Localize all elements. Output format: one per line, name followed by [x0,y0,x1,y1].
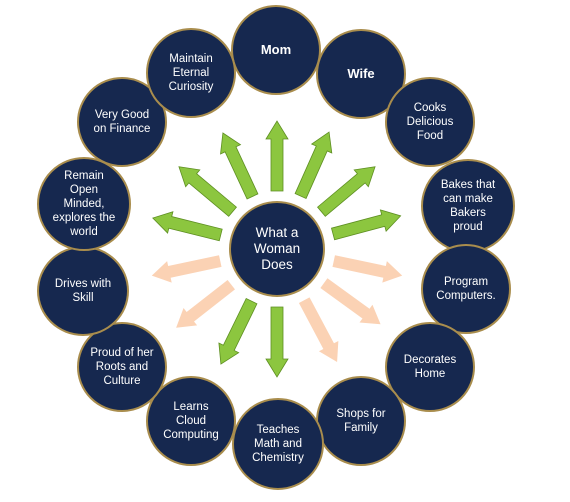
center-label: What a Woman Does [253,225,301,272]
role-node-shops: Shops for Family [316,376,406,466]
role-label-drives: Drives with Skill [54,278,112,304]
arrow-to-learns [218,297,258,365]
role-label-curiosity: Maintain Eternal Curiosity [168,53,214,93]
role-label-finance: Very Good on Finance [93,109,151,135]
arrow-to-cooks [317,166,376,217]
arrow-to-curiosity [220,132,259,200]
arrow-to-teaches [265,306,289,378]
role-label-remain-open: Remain Open Minded, explores the world [52,170,116,238]
role-label-shops: Shops for Family [336,408,386,434]
role-node-drives: Drives with Skill [37,246,129,336]
center-node: What a Woman Does [229,201,325,297]
role-label-cooks: Cooks Delicious Food [406,102,454,142]
role-label-decorates: Decorates Home [403,354,457,380]
arrow-to-shops [298,297,339,363]
role-label-learns: Learns Cloud Computing [163,401,219,441]
role-node-curiosity: Maintain Eternal Curiosity [146,28,236,118]
role-node-teaches: Teaches Math and Chemistry [232,398,324,490]
role-node-decorates: Decorates Home [385,322,475,412]
arrow-to-decorates [320,278,381,325]
role-node-cooks: Cooks Delicious Food [385,77,475,167]
arrow-to-mom [265,120,289,192]
role-node-bakes: Bakes that can make Bakers proud [421,159,515,253]
arrow-to-bakes [330,209,402,241]
role-node-mom: Mom [231,5,321,95]
role-label-teaches: Teaches Math and Chemistry [252,424,304,464]
arrow-to-drives [151,255,222,283]
arrow-to-remain-open [152,211,223,242]
arrow-to-finance [178,166,237,217]
arrow-to-program [332,255,403,283]
role-node-proud: Proud of her Roots and Culture [77,322,167,412]
role-label-proud: Proud of her Roots and Culture [90,347,154,387]
role-label-mom: Mom [260,42,292,57]
role-node-program: Program Computers. [421,244,511,334]
role-label-wife: Wife [347,66,375,81]
role-node-remain-open: Remain Open Minded, explores the world [37,157,131,251]
role-label-program: Program Computers. [436,276,496,302]
arrow-to-wife [294,131,333,199]
role-node-learns: Learns Cloud Computing [146,376,236,466]
role-label-bakes: Bakes that can make Bakers proud [440,179,496,233]
arrow-to-proud [176,279,235,328]
